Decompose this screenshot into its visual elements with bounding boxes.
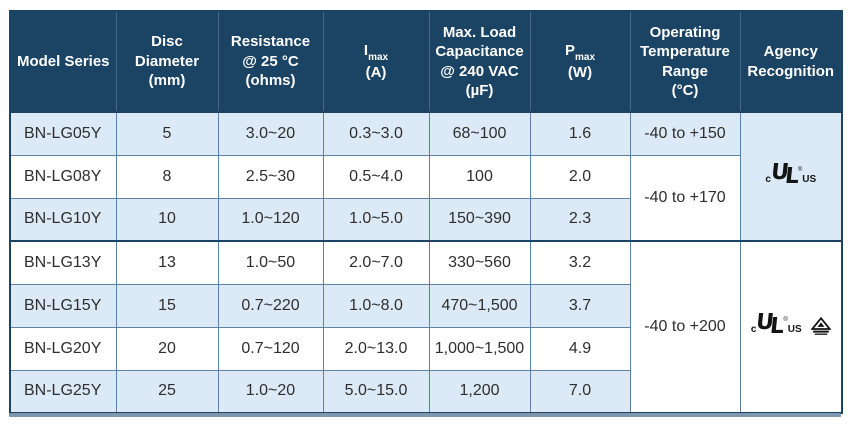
header-operating-temperature-range: Operating Temperature Range (°C) (629, 11, 741, 113)
table-row: BN-LG08Y 8 2.5~30 0.5~4.0 100 2.0 -40 to… (9, 154, 842, 242)
cell-capacitance: 470~1,500 (428, 283, 531, 328)
header-model-series: Model Series (10, 11, 117, 113)
cell-capacitance: 1,200 (428, 369, 531, 414)
cell-model-series: BN-LG13Y (9, 240, 117, 285)
cell-imax: 1.0~8.0 (322, 283, 430, 328)
cell-resistance: 3.0~20 (217, 111, 324, 156)
cell-resistance: 1.0~50 (217, 240, 324, 285)
cell-model-series: BN-LG15Y (9, 283, 117, 328)
cell-imax: 2.0~7.0 (322, 240, 430, 285)
spec-table: Model Series Disc Diameter (mm) Resistan… (9, 10, 843, 414)
cell-agency-recognition: c U L ® US (739, 240, 843, 414)
cell-imax: 0.3~3.0 (322, 111, 430, 156)
table-row: BN-LG20Y 20 0.7~120 2.0~13.0 1,000~1,500… (9, 326, 842, 371)
header-row: Model Series Disc Diameter (mm) Resistan… (10, 11, 842, 113)
cell-pmax: 3.2 (529, 240, 631, 285)
cell-model-series: BN-LG05Y (9, 111, 117, 156)
triangle-certification-icon (810, 316, 831, 335)
cell-pmax: 4.9 (529, 326, 631, 371)
cell-resistance: 0.7~120 (217, 326, 324, 371)
cell-disc-diameter: 20 (115, 326, 219, 371)
cell-capacitance: 68~100 (428, 111, 531, 156)
cell-pmax: 2.0 (529, 154, 631, 199)
cell-imax: 1.0~5.0 (322, 197, 430, 242)
cell-imax: 0.5~4.0 (322, 154, 430, 199)
cell-disc-diameter: 5 (115, 111, 219, 156)
table-row: BN-LG25Y 25 1.0~20 5.0~15.0 1,200 7.0 (9, 369, 842, 414)
cell-capacitance: 100 (428, 154, 531, 199)
cell-disc-diameter: 25 (115, 369, 219, 414)
cell-pmax: 1.6 (529, 111, 631, 156)
cul-us-recognized-icon: c U L ® US (750, 310, 802, 339)
header-agency-recognition: Agency Recognition (739, 11, 842, 113)
cell-disc-diameter: 10 (115, 197, 219, 242)
cell-agency-recognition: c U L ® US (739, 111, 843, 242)
cell-capacitance: 1,000~1,500 (428, 326, 531, 371)
cell-imax: 2.0~13.0 (322, 326, 430, 371)
cell-capacitance: 330~560 (428, 240, 531, 285)
table-row: BN-LG15Y 15 0.7~220 1.0~8.0 470~1,500 3.… (9, 283, 842, 328)
cell-disc-diameter: 8 (115, 154, 219, 199)
header-label: Model Series (16, 52, 110, 70)
cell-pmax: 2.3 (529, 197, 631, 242)
cell-model-series: BN-LG08Y (9, 154, 117, 199)
cell-resistance: 2.5~30 (217, 154, 324, 199)
cell-capacitance: 150~390 (428, 197, 531, 242)
cell-resistance: 1.0~120 (217, 197, 324, 242)
cell-model-series: BN-LG20Y (9, 326, 117, 371)
cell-temperature-range: -40 to +170 (629, 154, 741, 242)
header-resistance: Resistance @ 25 °C (ohms) (217, 11, 324, 113)
table-shadow (9, 413, 841, 417)
cul-us-recognized-icon: c U L ® US (765, 159, 817, 189)
cell-model-series: BN-LG25Y (9, 369, 117, 414)
cell-disc-diameter: 15 (115, 283, 219, 328)
cell-resistance: 0.7~220 (217, 283, 324, 328)
cell-temperature-range: -40 to +150 (629, 111, 741, 156)
cell-disc-diameter: 13 (115, 240, 219, 285)
cell-model-series: BN-LG10Y (9, 197, 117, 242)
table-row: BN-LG10Y 10 1.0~120 1.0~5.0 150~390 2.3 (9, 197, 842, 242)
header-pmax: Pmax (W) (529, 11, 631, 113)
cell-resistance: 1.0~20 (217, 369, 324, 414)
cell-imax: 5.0~15.0 (322, 369, 430, 414)
cell-pmax: 3.7 (529, 283, 631, 328)
cell-temperature-range: -40 to +200 (629, 240, 741, 414)
header-imax: Imax (A) (322, 11, 430, 113)
header-max-load-capacitance: Max. Load Capacitance @ 240 VAC (µF) (428, 11, 531, 113)
table-row: BN-LG05Y 5 3.0~20 0.3~3.0 68~100 1.6 -40… (9, 111, 843, 242)
cell-pmax: 7.0 (529, 369, 631, 414)
header-disc-diameter: Disc Diameter (mm) (115, 11, 219, 113)
table-row: BN-LG13Y 13 1.0~50 2.0~7.0 330~560 3.2 -… (9, 240, 843, 414)
